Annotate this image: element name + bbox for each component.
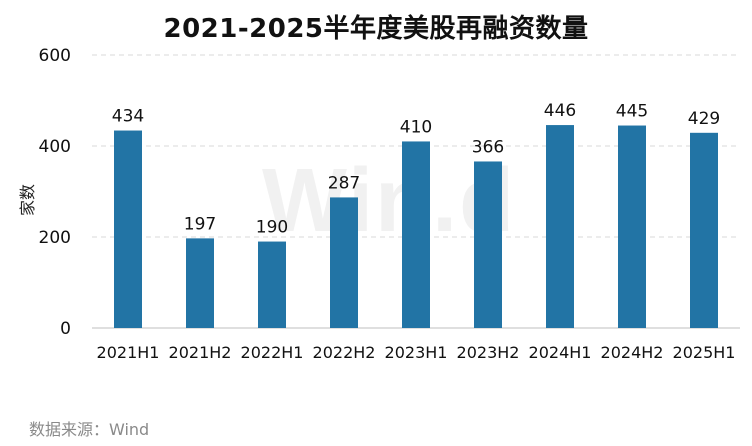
y-tick-label: 0 bbox=[60, 319, 71, 339]
y-tick-label: 600 bbox=[39, 46, 71, 66]
x-tick-label-2024H2: 2024H2 bbox=[601, 343, 664, 362]
data-label-2023H2: 366 bbox=[472, 137, 504, 157]
bar-2022H1 bbox=[258, 241, 286, 328]
x-tick-label-2023H1: 2023H1 bbox=[385, 343, 448, 362]
x-tick-label-2023H2: 2023H2 bbox=[457, 343, 520, 362]
x-tick-label-2025H1: 2025H1 bbox=[673, 343, 736, 362]
chart-title: 2021-2025半年度美股再融资数量 bbox=[163, 14, 589, 44]
data-label-2024H2: 445 bbox=[616, 102, 648, 122]
bar-2024H2 bbox=[618, 125, 646, 329]
labels-layer: 0 200 400 600 434 2021H1 197 2021H2 190 2022H1 287… bbox=[39, 46, 736, 362]
y-tick-label: 400 bbox=[39, 137, 71, 157]
x-tick-label-2022H2: 2022H2 bbox=[313, 343, 376, 362]
bars-layer bbox=[114, 125, 718, 329]
data-label-2024H1: 446 bbox=[544, 101, 576, 121]
data-label-2023H1: 410 bbox=[400, 117, 432, 137]
source-note: 数据来源：Wind bbox=[29, 420, 150, 439]
x-tick-label-2024H1: 2024H1 bbox=[529, 343, 592, 362]
watermark: Win.d bbox=[262, 151, 517, 251]
data-label-2022H2: 287 bbox=[328, 173, 360, 193]
bar-2023H2 bbox=[474, 161, 502, 328]
bar-2025H1 bbox=[690, 132, 718, 328]
y-tick-label: 200 bbox=[39, 228, 71, 248]
data-label-2025H1: 429 bbox=[688, 109, 720, 129]
bar-2022H2 bbox=[330, 197, 358, 328]
x-tick-label-2022H1: 2022H1 bbox=[241, 343, 304, 362]
bar-2021H2 bbox=[186, 238, 214, 328]
x-tick-label-2021H2: 2021H2 bbox=[169, 343, 232, 362]
bar-2024H1 bbox=[546, 125, 574, 328]
data-label-2022H1: 190 bbox=[256, 218, 288, 238]
bar-2021H1 bbox=[114, 130, 142, 328]
data-label-2021H2: 197 bbox=[184, 214, 216, 234]
bar-2023H1 bbox=[402, 141, 430, 328]
x-tick-label-2021H1: 2021H1 bbox=[97, 343, 160, 362]
data-label-2021H1: 434 bbox=[112, 107, 144, 127]
